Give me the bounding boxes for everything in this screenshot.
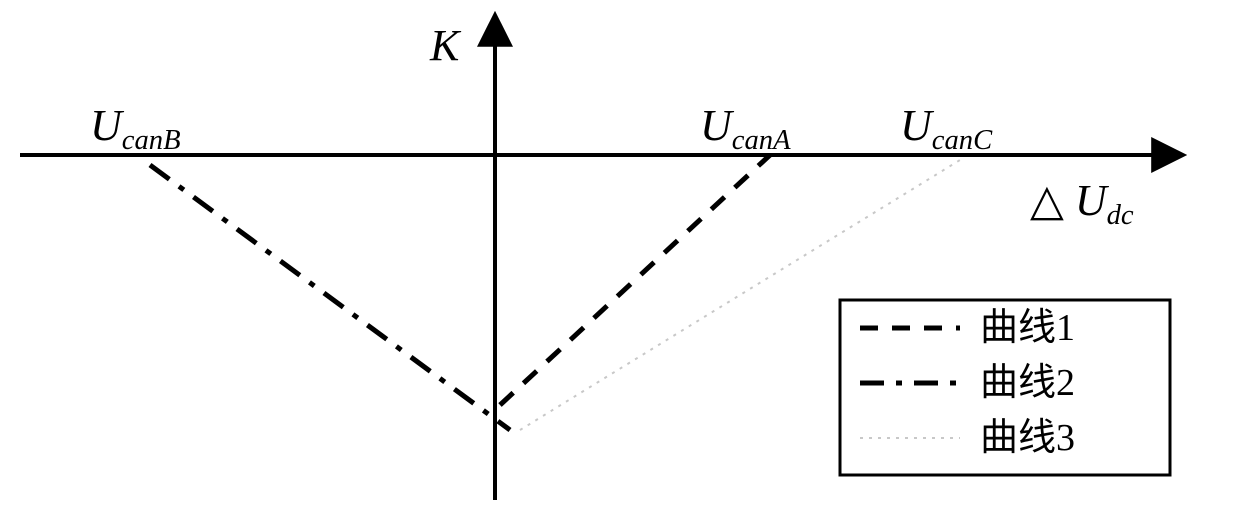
series-curve1 xyxy=(500,155,770,405)
series-curve3 xyxy=(520,160,960,430)
legend-label-curve3: 曲线3 xyxy=(980,417,1075,459)
tick-label-UcanA: UcanA xyxy=(700,101,791,156)
k-vs-delta-udc-chart: K △ Udc UcanB UcanA UcanC 曲线1 曲线2 曲线3 xyxy=(0,0,1240,524)
tick-label-UcanB: UcanB xyxy=(90,101,181,156)
series-curve2 xyxy=(150,165,510,430)
legend-label-curve1: 曲线1 xyxy=(980,307,1075,349)
legend-label-curve2: 曲线2 xyxy=(980,362,1075,404)
x-axis-label: △ Udc xyxy=(1030,176,1134,231)
y-axis-label: K xyxy=(429,21,462,70)
tick-label-UcanC: UcanC xyxy=(900,101,993,156)
